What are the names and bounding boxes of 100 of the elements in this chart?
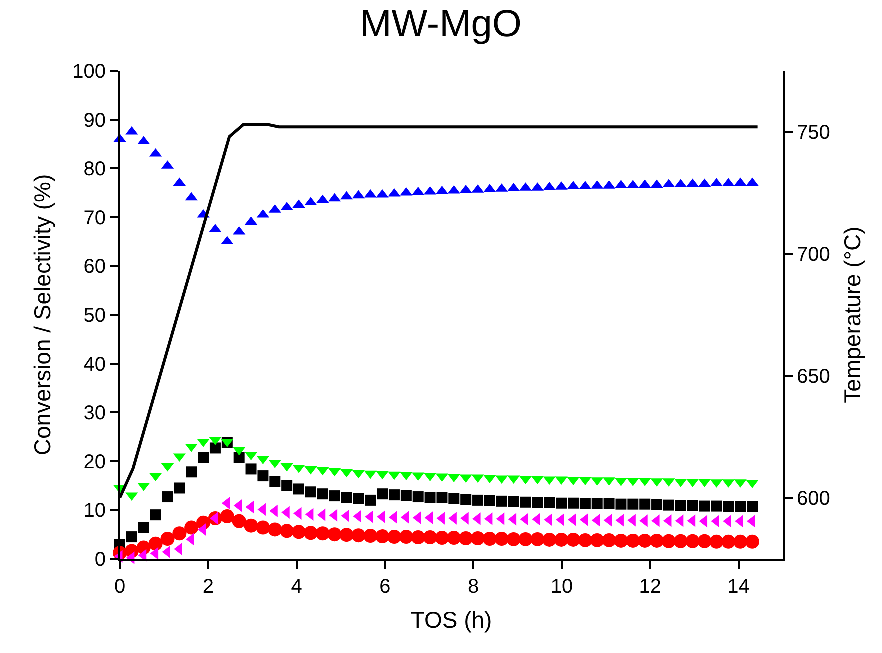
point	[424, 492, 436, 504]
point	[675, 500, 686, 512]
point	[506, 532, 521, 546]
point	[616, 498, 627, 510]
point	[256, 520, 270, 535]
point	[544, 497, 556, 508]
point	[353, 493, 364, 504]
x-tick-label: 12	[639, 576, 662, 598]
point	[530, 532, 545, 546]
point	[482, 532, 497, 546]
point	[317, 488, 328, 500]
point	[747, 501, 758, 512]
point	[532, 497, 544, 508]
point	[186, 466, 198, 478]
point	[399, 530, 414, 544]
point	[400, 490, 412, 502]
point	[377, 488, 388, 500]
point	[447, 531, 462, 546]
y-tick-label: 80	[84, 158, 106, 181]
point	[246, 464, 257, 475]
y-tick-label: 30	[84, 402, 106, 425]
point	[604, 498, 615, 510]
point	[723, 501, 734, 512]
point	[734, 534, 748, 549]
point	[365, 494, 376, 506]
point	[711, 500, 722, 512]
point	[662, 534, 676, 548]
point	[578, 533, 592, 548]
point	[518, 532, 533, 546]
point	[698, 534, 712, 548]
point	[494, 532, 509, 546]
y-tick-label: 100	[72, 61, 106, 83]
point	[220, 510, 234, 524]
point	[282, 480, 293, 492]
x-tick-label: 6	[380, 576, 391, 598]
point	[628, 498, 639, 510]
point	[471, 532, 486, 546]
x-tick-label: 14	[728, 576, 750, 598]
point	[699, 500, 710, 512]
point	[352, 528, 366, 543]
point	[542, 532, 557, 547]
point	[735, 501, 746, 512]
y-tick-label: 10	[84, 500, 106, 522]
y-tick-label: 90	[84, 110, 106, 132]
point	[638, 534, 652, 548]
x-tick-label: 0	[114, 576, 126, 598]
chart-title: MW-MgO	[360, 3, 522, 46]
point	[568, 498, 579, 509]
point	[329, 490, 340, 502]
point	[138, 522, 150, 534]
point	[232, 514, 246, 528]
x-tick-label: 10	[550, 576, 574, 598]
y-axis-title: Conversion / Selectivity (%)	[30, 174, 56, 456]
point	[614, 534, 628, 548]
point	[650, 534, 664, 548]
point	[210, 442, 221, 454]
point	[305, 486, 316, 498]
point	[448, 493, 460, 504]
point	[472, 494, 484, 506]
point	[556, 498, 568, 509]
point	[602, 533, 616, 548]
point	[436, 492, 448, 504]
y-tick-label: 40	[84, 354, 106, 376]
point	[316, 526, 330, 541]
point	[663, 500, 674, 511]
point	[411, 530, 426, 545]
point	[162, 492, 174, 503]
point	[566, 532, 580, 547]
point	[268, 522, 282, 537]
point	[328, 528, 342, 542]
y-tick-label: 0	[94, 549, 106, 571]
y-tick-label: 70	[84, 207, 106, 230]
y-tick-label: 20	[84, 451, 106, 474]
x-tick-label: 4	[291, 576, 302, 598]
point	[160, 532, 175, 546]
point	[376, 530, 390, 544]
point	[592, 498, 603, 510]
point	[423, 530, 438, 545]
point	[340, 528, 354, 542]
point	[484, 495, 496, 506]
point	[150, 510, 162, 521]
point	[460, 494, 472, 506]
point	[687, 500, 698, 512]
point	[626, 534, 640, 548]
point	[280, 524, 294, 538]
x-tick-label: 2	[202, 576, 214, 598]
y2-axis-title: Temperature (°C)	[839, 226, 866, 404]
point	[184, 520, 199, 535]
point	[710, 534, 724, 549]
point	[174, 482, 186, 494]
point	[674, 534, 688, 548]
point	[652, 499, 663, 510]
point	[387, 530, 402, 544]
point	[580, 498, 591, 510]
point	[172, 526, 187, 541]
point	[508, 496, 520, 508]
point	[746, 534, 760, 549]
point	[126, 532, 138, 543]
point	[459, 532, 474, 546]
point	[686, 534, 700, 548]
